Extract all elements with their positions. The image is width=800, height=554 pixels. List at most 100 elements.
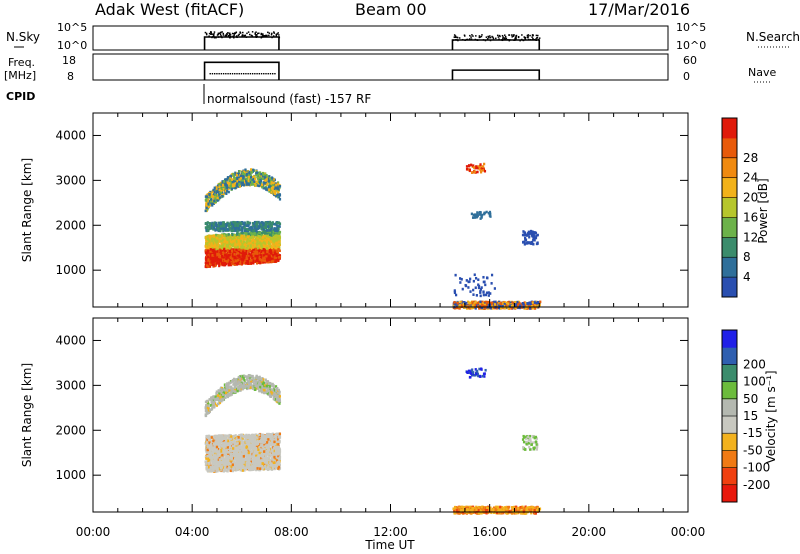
power-cell-sparse: [475, 294, 478, 297]
power-cell-main-band: [266, 245, 269, 248]
power-cell-upper-arc: [235, 184, 238, 188]
power-cell-main-band: [208, 251, 211, 254]
power-cell-near-range: [534, 304, 537, 308]
power-cell-main-band: [207, 258, 210, 262]
power-cell-main-band: [231, 244, 235, 247]
noise-point: [484, 39, 487, 42]
power-cell-main-band: [274, 242, 278, 246]
power-cell-upper-arc: [275, 194, 278, 198]
power-cell-upper-arc: [257, 177, 260, 180]
power-cell-upper-arc: [230, 187, 234, 191]
noise-point: [500, 39, 503, 41]
power-cell-main-band: [268, 254, 271, 257]
power-cell-main-band: [270, 237, 274, 241]
power-cell-main-band: [259, 241, 262, 244]
frequency-series: [203, 61, 541, 80]
power-cell-3300km: [470, 163, 473, 167]
velocity-cell-main-band: [216, 441, 219, 444]
power-cell-main-band: [259, 236, 262, 240]
noise-point: [527, 34, 530, 36]
noise-point: [227, 34, 230, 37]
power-cell-upper-arc: [249, 181, 252, 184]
power-cell-main-band: [259, 235, 262, 238]
power-cell-main-band: [247, 232, 250, 236]
power-cell-upper-arc: [267, 177, 271, 181]
power-cell-2000km: [226, 228, 230, 231]
power-cell-2000km: [257, 220, 260, 224]
power-cell-upper-arc: [261, 174, 264, 177]
power-cell-upper-arc: [230, 183, 233, 186]
power-cell-upper-arc: [244, 177, 247, 181]
power-cell-3300km: [467, 164, 471, 167]
power-cell-main-band: [270, 246, 273, 250]
power-cell-upper-arc: [264, 187, 267, 190]
power-cell-main-band: [230, 259, 234, 262]
power-cell-near-range: [456, 304, 459, 308]
velocity-cell-main-band: [271, 446, 274, 449]
noise-point: [270, 34, 273, 36]
power-cell-main-band: [221, 258, 225, 261]
power-cell-main-band: [272, 253, 275, 257]
power-cell-main-band: [275, 252, 278, 256]
noise-point: [236, 36, 238, 39]
power-cell-near-range: [526, 302, 529, 305]
power-cell-upper-arc: [218, 188, 221, 192]
power-cell-upper-arc: [249, 178, 252, 182]
power-cell-main-band: [227, 239, 230, 242]
power-cell-sparse: [459, 277, 462, 280]
power-cell-upper-arc: [259, 172, 262, 176]
power-cell-main-band: [229, 248, 232, 251]
power-cell-main-band: [231, 257, 234, 261]
power-cell-near-range: [469, 301, 472, 305]
power-cell-upper-arc: [232, 173, 235, 177]
power-cell-main-band: [263, 242, 266, 245]
power-cell-2000km: [254, 224, 257, 227]
power-cell-main-band: [207, 265, 210, 268]
power-cell-sparse: [454, 273, 457, 277]
power-cell-main-band: [206, 237, 209, 241]
power-cell-main-band: [226, 249, 229, 252]
power-cell-2000km: [234, 224, 237, 228]
power-cell-main-band: [240, 260, 244, 264]
power-cell-main-band: [256, 237, 259, 240]
power-cell-1750km: [531, 242, 534, 246]
power-cell-main-band: [229, 246, 232, 250]
power-cell-main-band: [243, 231, 246, 235]
power-cell-main-band: [247, 262, 250, 265]
power-cell-upper-arc: [249, 168, 253, 171]
power-cell-main-band: [240, 245, 243, 249]
power-cell-upper-arc: [236, 175, 239, 179]
power-cell-main-band: [242, 245, 246, 249]
power-cell-sparse: [477, 286, 481, 290]
power-cell-upper-arc: [220, 189, 223, 192]
noise-point: [491, 35, 493, 38]
power-cell-sparse: [484, 293, 488, 297]
power-cell-sparse: [479, 294, 482, 298]
noise-step: [451, 39, 541, 50]
power-cell-main-band: [272, 231, 276, 235]
power-cell-upper-arc: [237, 185, 240, 188]
power-cell-upper-arc: [277, 195, 281, 199]
nave-point: [256, 73, 258, 75]
power-cell-1750km: [523, 240, 526, 244]
power-cell-2000km: [229, 223, 232, 226]
noise-point: [267, 31, 269, 34]
noise-point: [212, 35, 214, 38]
power-cell-main-band: [217, 258, 220, 261]
power-cell-upper-arc: [242, 176, 245, 180]
power-cell-main-band: [241, 234, 244, 238]
power-cell-sparse: [461, 287, 464, 291]
power-cell-2250km: [479, 217, 482, 220]
power-cell-2000km: [265, 221, 268, 225]
power-cell-near-range: [473, 302, 476, 305]
power-cell-near-range: [510, 304, 513, 308]
nave-point: [222, 73, 225, 75]
power-cell-upper-arc: [205, 202, 208, 206]
power-cell-upper-arc: [233, 181, 236, 185]
power-cell-main-band: [209, 254, 212, 257]
power-cell-upper-arc: [261, 177, 264, 181]
power-cell-2000km: [212, 226, 216, 230]
power-cell-main-band: [225, 233, 229, 237]
power-cell-sparse: [482, 290, 485, 294]
power-cell-upper-arc: [224, 189, 227, 193]
